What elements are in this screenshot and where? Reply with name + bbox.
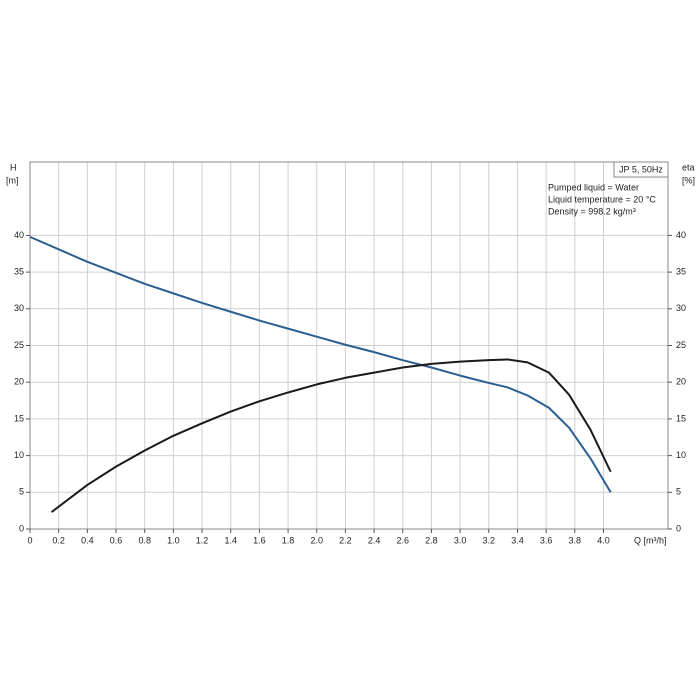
x-tick-label: 3.6 <box>540 535 553 545</box>
x-tick-label: 3.0 <box>454 535 467 545</box>
y2-tick-label: 0 <box>676 523 681 533</box>
y2-tick-label: 15 <box>676 413 686 423</box>
curve <box>29 235 612 493</box>
y2-tick-label: 5 <box>676 487 681 497</box>
x-tick-label: 1.0 <box>167 535 180 545</box>
x-tick-label: 1.4 <box>224 535 237 545</box>
y-tick-label: 0 <box>19 523 24 533</box>
x-tick-label: 3.2 <box>483 535 496 545</box>
y-tick-label: 10 <box>14 450 24 460</box>
x-tick-label: 0.6 <box>110 535 123 545</box>
y2-tick-label: 35 <box>676 266 686 276</box>
y2-tick-label: 40 <box>676 230 686 240</box>
y-tick-label: 5 <box>19 487 24 497</box>
y2-tick-label: 20 <box>676 377 686 387</box>
y2-tick-label: 10 <box>676 450 686 460</box>
y-tick-label: 20 <box>14 377 24 387</box>
x-tick-label: 0.8 <box>138 535 151 545</box>
x-tick-label: 0 <box>27 535 32 545</box>
y-label: [m] <box>6 175 19 185</box>
model-label: JP 5, 50Hz <box>619 164 663 174</box>
x-tick-label: 2.0 <box>310 535 323 545</box>
x-tick-label: 2.6 <box>397 535 410 545</box>
x-tick-label: 0.2 <box>52 535 65 545</box>
y-tick-label: 25 <box>14 340 24 350</box>
x-tick-label: 2.2 <box>339 535 352 545</box>
note: Density = 998.2 kg/m³ <box>548 206 636 216</box>
y-tick-label: 35 <box>14 266 24 276</box>
y-tick-label: 40 <box>14 230 24 240</box>
y2-label: eta <box>682 162 695 172</box>
y2-tick-label: 30 <box>676 303 686 313</box>
y-tick-label: 30 <box>14 303 24 313</box>
x-tick-label: 2.4 <box>368 535 381 545</box>
y2-label: [%] <box>682 175 695 185</box>
x-tick-label: 2.8 <box>425 535 438 545</box>
y2-tick-label: 25 <box>676 340 686 350</box>
x-tick-label: 3.4 <box>511 535 524 545</box>
x-tick-label: 1.6 <box>253 535 266 545</box>
x-tick-label: 3.8 <box>569 535 582 545</box>
x-tick-label: 1.8 <box>282 535 295 545</box>
x-label: Q [m³/h] <box>634 535 667 545</box>
note: Liquid temperature = 20 °C <box>548 194 656 204</box>
y-label: H <box>10 162 17 172</box>
x-tick-label: 4.0 <box>597 535 610 545</box>
model-box <box>613 161 669 178</box>
x-tick-label: 1.2 <box>196 535 209 545</box>
curve <box>50 358 612 513</box>
x-tick-label: 0.4 <box>81 535 94 545</box>
note: Pumped liquid = Water <box>548 182 639 192</box>
y-tick-label: 15 <box>14 413 24 423</box>
